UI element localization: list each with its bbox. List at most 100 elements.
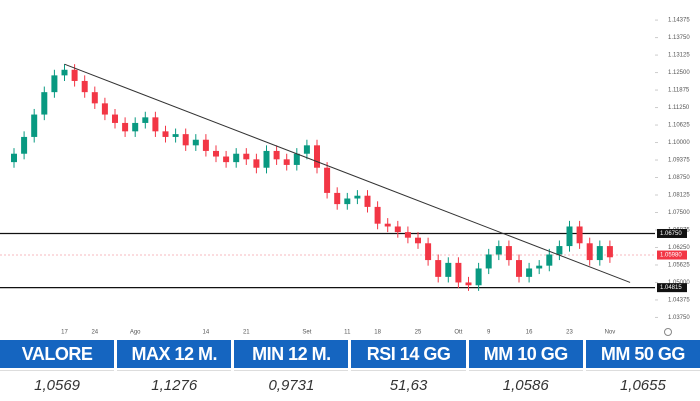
candle-body [162, 131, 169, 137]
table-header: VALORE [0, 340, 115, 368]
candle-body [505, 246, 512, 261]
y-tick-label: 1.08125 [668, 193, 690, 199]
candle-body [374, 206, 381, 224]
candle-body [404, 232, 411, 238]
candle-body [172, 134, 179, 137]
x-tick-label: 11 [344, 330, 351, 336]
candle-body [556, 246, 563, 255]
price-label-box [657, 250, 687, 260]
stats-table: VALORE MAX 12 M. MIN 12 M. RSI 14 GG MM 10 G… [0, 340, 700, 399]
table-cell: 1,0586 [468, 370, 583, 399]
x-tick-label: Nov [605, 330, 616, 336]
y-tick-label: 1.03750 [668, 315, 690, 321]
candle-body [324, 167, 331, 193]
table-cell: 51,63 [351, 370, 466, 399]
x-tick-label: 9 [487, 330, 491, 336]
candle-body [293, 153, 300, 165]
candle-body [182, 134, 189, 146]
x-tick-label: 23 [566, 330, 573, 336]
y-tick-label: 1.11250 [668, 105, 690, 111]
candle-body [546, 254, 553, 266]
table-header: RSI 14 GG [351, 340, 466, 368]
candle-body [485, 254, 492, 269]
candle-body [495, 246, 502, 255]
candle-body [465, 282, 472, 286]
candle-body [263, 150, 270, 168]
candle-body [21, 136, 28, 154]
level-label: 1.04815 [660, 285, 682, 291]
candle-body [475, 268, 482, 286]
candle-body [425, 243, 432, 261]
table-header: MIN 12 M. [234, 340, 349, 368]
x-tick-label: 16 [526, 330, 533, 336]
table-header: MM 50 GG [585, 340, 700, 368]
candle-body [516, 260, 522, 277]
price-label: 1.05980 [660, 253, 682, 259]
x-tick-label: 24 [91, 330, 98, 336]
candle-body [31, 114, 38, 137]
table-header: MM 10 GG [468, 340, 583, 368]
y-tick-label: 1.05625 [668, 263, 690, 269]
candle-body [233, 153, 240, 163]
candle-body [354, 195, 361, 199]
candle-body [112, 114, 118, 123]
x-tick-label: Ott [454, 330, 462, 336]
x-tick-label: Set [302, 330, 311, 336]
level-label-box [657, 283, 687, 293]
x-tick-label: 17 [61, 330, 68, 336]
candle-body [213, 150, 219, 157]
table-cell: 0,9731 [234, 370, 349, 399]
candle-body [415, 237, 421, 244]
y-tick-label: 1.04375 [668, 298, 690, 304]
candle-body [51, 75, 58, 93]
y-tick-label: 1.09375 [668, 158, 690, 164]
candle-body [596, 246, 603, 261]
candle-body [91, 92, 98, 104]
level-label: 1.06750 [660, 231, 682, 237]
chart: 1.037501.043751.050001.056251.062501.068… [0, 18, 690, 336]
candle-body [526, 268, 533, 277]
y-tick-label: 1.08750 [668, 175, 690, 181]
y-tick-label: 1.14375 [668, 18, 690, 24]
table-cell: 1,0569 [0, 370, 115, 399]
level-label-box [657, 228, 687, 238]
candle-body [445, 262, 452, 277]
candle-body [334, 192, 341, 205]
candle-body [384, 223, 391, 227]
candle-body [283, 159, 290, 165]
y-tick-label: 1.07500 [668, 210, 690, 216]
candle-body [455, 262, 462, 283]
candle-body [122, 122, 129, 132]
candle-body [566, 226, 573, 247]
candle-body [273, 150, 280, 160]
candle-body [344, 198, 351, 205]
candle-body [586, 243, 593, 261]
candle-body [394, 226, 401, 233]
candle-body [314, 145, 320, 168]
candle-body [253, 159, 260, 168]
candle-body [435, 260, 442, 277]
candle-body [576, 226, 583, 244]
candle-body [71, 69, 78, 81]
candle-body [223, 156, 230, 163]
y-tick-label: 1.12500 [668, 70, 690, 76]
y-tick-label: 1.13750 [668, 35, 690, 41]
y-tick-label: 1.11875 [668, 88, 690, 94]
x-tick-label: Ago [130, 330, 141, 336]
settings-icon[interactable] [664, 328, 672, 336]
x-tick-label: 14 [203, 330, 210, 336]
candle-body [41, 92, 48, 115]
candle-body [152, 117, 159, 132]
x-tick-label: 18 [374, 330, 381, 336]
x-tick-label: 21 [243, 330, 250, 336]
candle-body [364, 195, 371, 207]
y-tick-label: 1.06250 [668, 245, 690, 251]
candle-body [81, 80, 88, 93]
y-tick-label: 1.05000 [668, 280, 690, 286]
table-cell: 1,0655 [585, 370, 700, 399]
trendline [64, 63, 631, 283]
candle-body [61, 69, 68, 76]
candle-body [132, 122, 139, 132]
candle-body [11, 153, 17, 163]
